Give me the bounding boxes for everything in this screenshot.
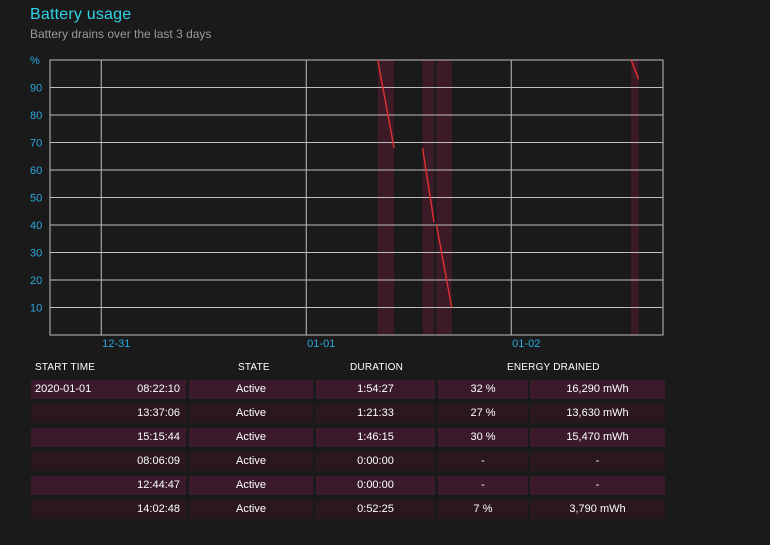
cell-energy-mwh: -	[530, 476, 665, 495]
cell-date: 2020-01-01	[35, 383, 92, 395]
y-tick-label: 10	[30, 303, 42, 315]
page-subtitle: Battery drains over the last 3 days	[30, 27, 212, 41]
cell-time: 08:22:10	[137, 383, 180, 395]
cell-energy-percent: 27 %	[438, 404, 528, 423]
y-tick-label: 20	[30, 275, 42, 287]
cell-duration: 1:21:33	[316, 404, 435, 423]
cell-start-time: 14:02:48	[31, 500, 186, 519]
cell-duration: 1:46:15	[316, 428, 435, 447]
header-state: STATE	[238, 362, 270, 373]
cell-duration: 0:00:00	[316, 476, 435, 495]
table-row: 08:06:09 Active 0:00:00- -	[31, 452, 665, 471]
header-duration: DURATION	[350, 362, 404, 373]
y-tick-label: 70	[30, 138, 42, 150]
cell-time: 14:02:48	[137, 503, 180, 515]
cell-start-time: 15:15:44	[31, 428, 186, 447]
battery-usage-table: START TIME STATE DURATION ENERGY DRAINED…	[31, 361, 665, 519]
cell-energy-mwh: 3,790 mWh	[530, 500, 665, 519]
cell-energy-mwh: 15,470 mWh	[530, 428, 665, 447]
y-tick-label: 90	[30, 83, 42, 95]
cell-time: 15:15:44	[137, 431, 180, 443]
table-row: 12:44:47 Active 0:00:00- -	[31, 476, 665, 495]
battery-drain-line	[421, 147, 435, 223]
cell-state: Active	[189, 428, 313, 447]
battery-drain-line	[630, 60, 640, 80]
cell-energy-percent: -	[438, 476, 528, 495]
page-title: Battery usage	[30, 6, 132, 23]
battery-drain-line	[435, 224, 453, 308]
cell-duration: 1:54:27	[316, 380, 435, 399]
cell-duration: 0:00:00	[316, 452, 435, 471]
cell-time: 08:06:09	[137, 455, 180, 467]
table-body: 2020-01-01 08:22:10 Active 1:54:27 32 % 16,29…	[31, 380, 665, 519]
y-tick-label: 60	[30, 165, 42, 177]
cell-state: Active	[189, 380, 313, 399]
table-row: 15:15:44 Active 1:46:15 30 % 15,470 mWh	[31, 428, 665, 447]
y-tick-label: 50	[30, 193, 42, 205]
y-tick-label: 30	[30, 248, 42, 260]
cell-state: Active	[189, 500, 313, 519]
cell-energy-mwh: 13,630 mWh	[530, 404, 665, 423]
cell-start-time: 12:44:47	[31, 476, 186, 495]
cell-energy-percent: 30 %	[438, 428, 528, 447]
cell-energy-percent: -	[438, 452, 528, 471]
header-energy-drained: ENERGY DRAINED	[507, 362, 600, 373]
cell-start-time: 13:37:06	[31, 404, 186, 423]
cell-state: Active	[189, 452, 313, 471]
cell-energy-percent: 32 %	[438, 380, 528, 399]
x-tick-label: 12-31	[102, 338, 130, 350]
x-tick-label: 01-02	[512, 338, 540, 350]
y-tick-label: 80	[30, 110, 42, 122]
cell-state: Active	[189, 476, 313, 495]
cell-time: 13:37:06	[137, 407, 180, 419]
table-row: 14:02:48 Active 0:52:25 7 % 3,790 mWh	[31, 500, 665, 519]
cell-state: Active	[189, 404, 313, 423]
x-tick-label: 01-01	[307, 338, 335, 350]
cell-start-time: 08:06:09	[31, 452, 186, 471]
cell-energy-percent: 7 %	[438, 500, 528, 519]
table-header: START TIME STATE DURATION ENERGY DRAINED	[31, 361, 665, 375]
table-row: 2020-01-01 08:22:10 Active 1:54:27 32 % 16,29…	[31, 380, 665, 399]
cell-time: 12:44:47	[137, 479, 180, 491]
table-row: 13:37:06 Active 1:21:33 27 % 13,630 mWh	[31, 404, 665, 423]
cell-duration: 0:52:25	[316, 500, 435, 519]
y-tick-label: 40	[30, 220, 42, 232]
battery-drain-chart: 10 20 30 40 50 60 70 80 90% 12-31 01-01 01-02	[30, 55, 664, 350]
plot-frame	[49, 59, 664, 336]
cell-energy-mwh: 16,290 mWh	[530, 380, 665, 399]
battery-drain-line	[377, 60, 395, 149]
cell-start-time: 2020-01-01 08:22:10	[31, 380, 186, 399]
cell-energy-mwh: -	[530, 452, 665, 471]
header-start-time: START TIME	[35, 362, 96, 373]
y-unit-label: %	[30, 55, 40, 67]
